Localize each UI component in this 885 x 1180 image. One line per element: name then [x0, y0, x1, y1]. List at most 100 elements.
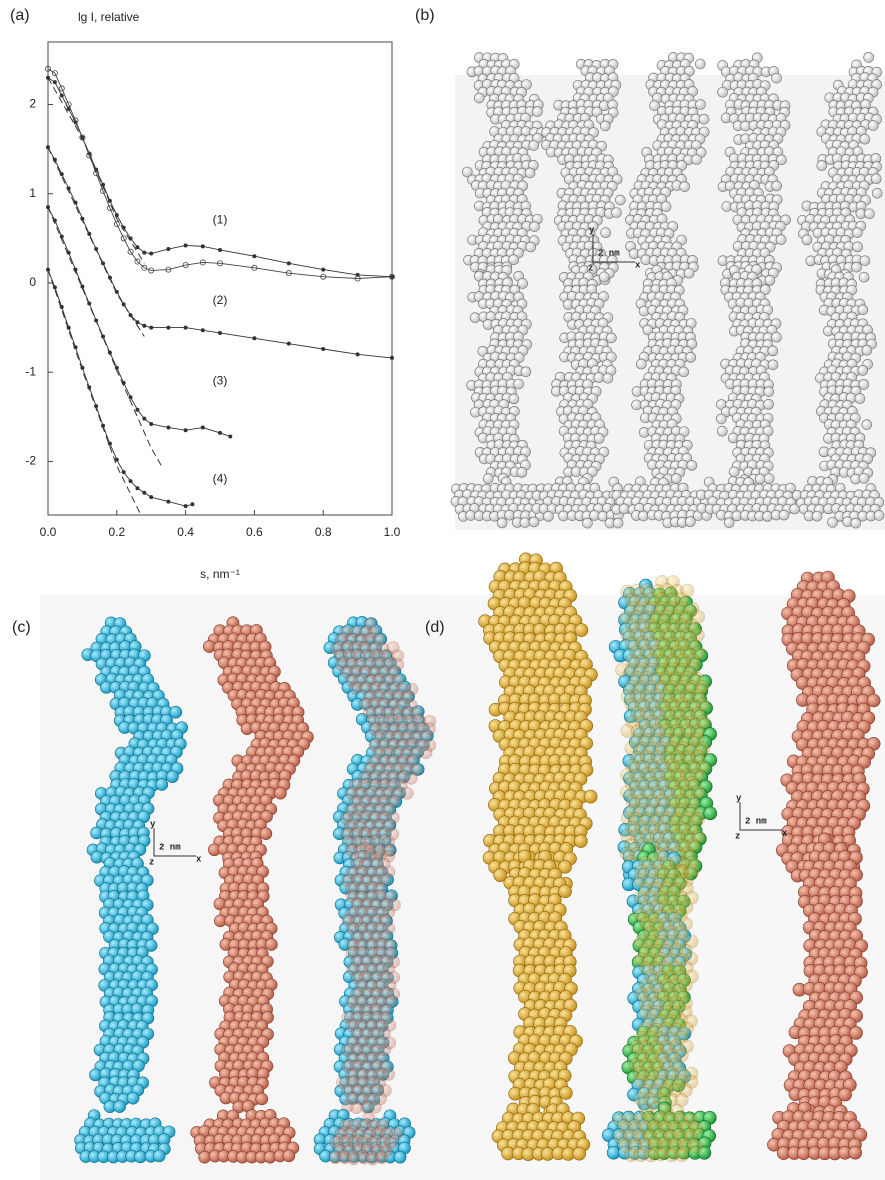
bead — [859, 272, 869, 282]
bead — [687, 460, 697, 470]
bead — [764, 399, 774, 409]
bead — [716, 414, 726, 424]
bead — [868, 121, 878, 131]
bead — [520, 518, 530, 528]
bead — [638, 511, 648, 521]
bead — [860, 256, 870, 266]
bead — [661, 202, 671, 212]
bead — [768, 360, 778, 370]
bead — [603, 373, 613, 383]
bead — [394, 1151, 406, 1163]
bead — [474, 93, 484, 103]
bead — [600, 121, 610, 131]
bead — [828, 517, 838, 527]
bead — [543, 511, 553, 521]
plot-frame — [48, 42, 392, 515]
bead — [636, 359, 646, 369]
bead — [599, 272, 609, 282]
bead — [762, 511, 772, 521]
bead — [772, 332, 782, 342]
bead — [685, 517, 695, 527]
bead — [851, 518, 861, 528]
x-axis-title: s, nm⁻¹ — [200, 567, 240, 581]
bead — [755, 474, 765, 484]
bead — [559, 885, 572, 898]
bead — [724, 518, 734, 528]
bead — [765, 275, 775, 285]
bead — [383, 1068, 395, 1080]
bead — [134, 1151, 146, 1163]
bead — [862, 420, 872, 430]
bead — [671, 474, 681, 484]
bead — [274, 787, 286, 799]
bead — [509, 394, 519, 404]
bead — [401, 787, 413, 799]
bead — [497, 518, 507, 528]
bead — [420, 747, 432, 759]
bead — [862, 345, 872, 355]
bead — [584, 790, 597, 803]
bead — [772, 181, 782, 191]
bead — [871, 174, 881, 184]
bead — [764, 387, 774, 397]
bead — [369, 1101, 381, 1113]
bead — [256, 1093, 268, 1105]
bead — [517, 467, 527, 477]
bead — [686, 352, 696, 362]
bead — [348, 1153, 360, 1165]
bead — [858, 365, 868, 375]
bead — [680, 182, 690, 192]
bead — [483, 474, 493, 484]
bead — [779, 510, 789, 520]
bead — [867, 694, 880, 707]
bead — [283, 1150, 295, 1162]
bead — [615, 195, 625, 205]
bead — [153, 1150, 165, 1162]
bead — [692, 155, 702, 165]
bead — [405, 772, 417, 784]
bead — [764, 474, 774, 484]
bead — [776, 235, 786, 245]
bead — [812, 511, 822, 521]
bead — [729, 467, 739, 477]
bead — [525, 168, 535, 178]
bead — [613, 518, 623, 528]
bead — [265, 938, 277, 950]
bead — [127, 1092, 139, 1104]
bead — [802, 235, 812, 245]
bead — [376, 1152, 388, 1164]
bead — [521, 367, 531, 377]
bead — [574, 835, 587, 848]
bead — [619, 504, 629, 514]
bead — [772, 73, 782, 83]
bead — [852, 262, 862, 272]
bead — [526, 242, 536, 252]
bead — [611, 208, 621, 218]
chart-title: lg I, relative — [78, 10, 140, 24]
bead — [859, 473, 869, 483]
bead — [514, 379, 524, 389]
bead — [594, 373, 604, 383]
bead — [260, 828, 272, 840]
bead — [768, 346, 778, 356]
bead — [530, 222, 540, 232]
bead — [852, 228, 862, 238]
bead — [679, 367, 689, 377]
bead — [114, 1101, 126, 1113]
bead — [594, 433, 604, 443]
bead — [860, 134, 870, 144]
bead — [817, 161, 827, 171]
bead — [529, 517, 539, 527]
bead — [704, 807, 717, 820]
bead — [575, 624, 588, 637]
bead — [559, 1086, 572, 1099]
bead — [156, 778, 168, 790]
bead — [166, 771, 178, 783]
bead — [684, 268, 694, 278]
panel-label: (b) — [415, 7, 435, 24]
panel-label: (c) — [12, 619, 31, 636]
bead — [864, 209, 874, 219]
bead — [872, 188, 882, 198]
bead — [717, 426, 727, 436]
